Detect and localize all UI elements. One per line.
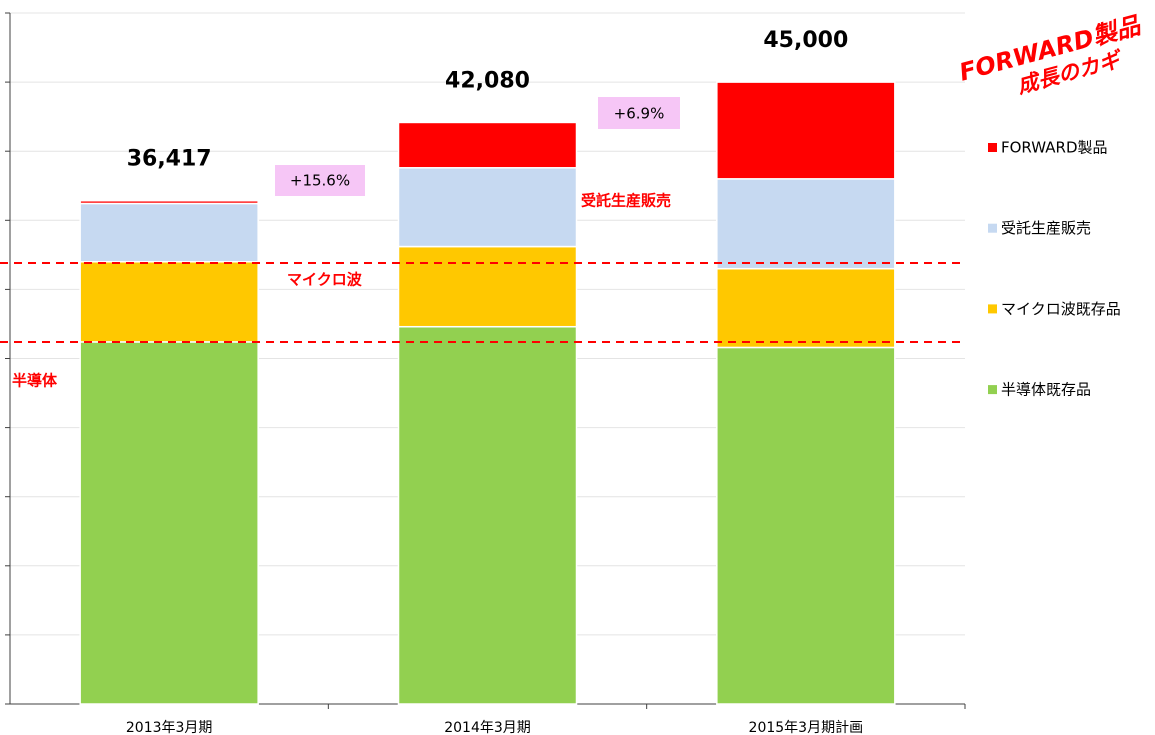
bar-segment [79, 199, 259, 205]
total-label: 45,000 [763, 28, 848, 53]
legend-label: FORWARD製品 [1001, 139, 1108, 157]
bars-layer: 36,417 2013年3月期 42,080 2014年3月期 45,000 2015年3… [79, 28, 966, 735]
total-label: 42,080 [445, 68, 530, 93]
annotation: 半導体 [12, 372, 58, 390]
x-tick-label: 2015年3月期計画 [749, 720, 864, 735]
bar-segment [397, 121, 578, 169]
total-label: 36,417 [127, 147, 212, 172]
legend-label: 受託生産販売 [1001, 219, 1091, 237]
bar-segment [79, 202, 259, 263]
bar-segment [79, 261, 259, 343]
bar-segment [397, 167, 578, 248]
bar-segment [716, 267, 896, 349]
bar-segment [397, 325, 578, 705]
x-tick-label: 2014年3月期 [444, 720, 531, 735]
bar-segment [716, 346, 896, 705]
legend-swatch [988, 385, 997, 395]
growth-box [598, 97, 680, 129]
growth-label: +6.9% [614, 105, 665, 123]
legend-label: 半導体既存品 [1001, 381, 1091, 399]
legend-swatch [988, 223, 997, 233]
legend-swatch [988, 143, 997, 152]
x-tick-label: 2013年3月期 [126, 720, 213, 735]
bar-segment [79, 341, 259, 705]
legend-swatch [988, 304, 997, 314]
annotation: 受託生産販売 [581, 192, 671, 210]
legend-label: マイクロ波既存品 [1001, 300, 1121, 318]
bar-segment [716, 81, 896, 180]
growth-box [275, 165, 365, 196]
annotation: マイクロ波 [287, 271, 363, 289]
bar-segment [716, 178, 896, 270]
bar-segment [397, 245, 578, 328]
growth-label: +15.6% [290, 172, 350, 190]
key-callout: FORWARD製品 成長のカギ [956, 11, 1144, 98]
